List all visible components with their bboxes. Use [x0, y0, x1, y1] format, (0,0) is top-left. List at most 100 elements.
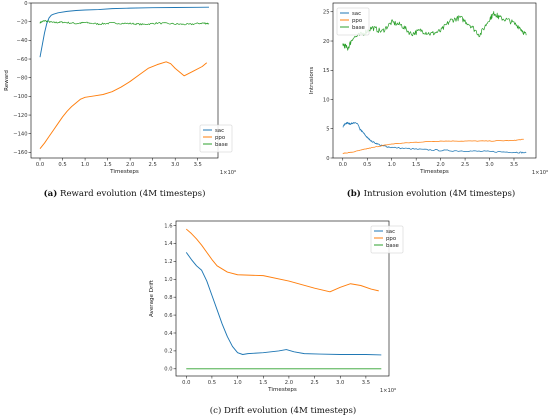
caption: (a) Reward evolution (4M timesteps) — [44, 188, 206, 199]
series-line-sac — [185, 252, 382, 356]
series-line-sac — [342, 121, 527, 154]
legend-label-base: base — [215, 142, 229, 148]
y-tick-label: 0.8 — [164, 295, 172, 301]
x-tick-label: 3.0 — [336, 380, 344, 386]
y-tick-label: 0.2 — [164, 349, 172, 355]
x-tick-label: 3.0 — [485, 162, 493, 168]
y-tick-label: 0.0 — [164, 367, 172, 373]
legend-label-ppo: ppo — [386, 236, 396, 242]
x-multiplier: 1×10⁶ — [220, 170, 236, 176]
legend-label-sac: sac — [215, 128, 224, 134]
legend-label-sac: sac — [352, 11, 361, 17]
legend-box — [199, 124, 233, 153]
y-tick-label: 0.6 — [164, 313, 172, 319]
x-tick-label: 3.5 — [194, 162, 202, 168]
y-tick-label: 10 — [323, 97, 330, 103]
y-tick-label: 1.0 — [164, 277, 172, 283]
series-line-ppo — [185, 228, 379, 293]
caption: (c) Drift evolution (4M timesteps) — [210, 405, 356, 416]
caption-label: (a) — [44, 188, 58, 199]
x-tick-label: 1.5 — [103, 162, 111, 168]
caption-label: (b) — [347, 188, 361, 199]
x-tick-label: 1.5 — [259, 380, 267, 386]
x-tick-label: 3.5 — [362, 380, 370, 386]
y-ticks: 0.0 0.2 0.4 0.6 0.8 1.0 1.2 1.4 1.6 — [164, 223, 176, 373]
drift-evolution-chart: 0.0 0.5 1.0 1.5 2.0 2.5 3.0 3.5 0.0 0.2 0.4 0.6 0.8… — [149, 220, 404, 416]
x-tick-label: 1.0 — [233, 380, 241, 386]
x-tick-label: 0.5 — [58, 162, 66, 168]
x-ticks: 0.0 0.5 1.0 1.5 2.0 2.5 3.0 3.5 — [182, 376, 370, 386]
x-tick-label: 2.0 — [126, 162, 134, 168]
y-tick-label: −20 — [17, 19, 28, 25]
y-tick-label: −60 — [17, 57, 28, 63]
x-tick-label: 2.0 — [436, 162, 444, 168]
x-axis-label: Timesteps — [267, 387, 297, 393]
y-tick-label: −80 — [17, 75, 28, 81]
x-tick-label: 2.0 — [285, 380, 293, 386]
x-tick-label: 0.0 — [36, 162, 44, 168]
x-tick-label: 0.0 — [339, 162, 347, 168]
x-tick-label: 1.5 — [412, 162, 420, 168]
y-ticks: 0 −20 −40 −60 −80 −100 −120 −140 −160 — [13, 1, 31, 156]
caption: (b) Intrusion evolution (4M timesteps) — [347, 188, 516, 199]
reward-evolution-chart: 0.0 0.5 1.0 1.5 2.0 2.5 3.0 3.5 0 −20 −40 −60 −80 −1… — [4, 1, 236, 199]
x-tick-label: 0.5 — [363, 162, 371, 168]
y-tick-label: −140 — [13, 132, 27, 138]
plot-frame — [175, 220, 390, 377]
legend-label-ppo: ppo — [352, 18, 362, 24]
legend-label-base: base — [386, 243, 400, 249]
legend-box — [336, 7, 370, 36]
legend-label-base: base — [352, 25, 366, 31]
series-lines — [39, 6, 210, 149]
x-multiplier: 1×10⁶ — [380, 388, 396, 394]
x-tick-label: 0.0 — [182, 380, 190, 386]
series-line-base — [39, 20, 210, 26]
y-ticks: 0 5 10 15 20 25 — [323, 10, 333, 162]
y-tick-label: −100 — [13, 94, 27, 100]
y-tick-label: −120 — [13, 113, 27, 119]
series-lines — [185, 228, 382, 370]
x-axis-label: Timesteps — [419, 169, 449, 175]
y-tick-label: 1.4 — [164, 241, 173, 247]
x-tick-label: 1.0 — [388, 162, 396, 168]
y-tick-label: 0 — [326, 156, 329, 162]
x-axis-label: Timesteps — [109, 169, 139, 175]
x-tick-label: 1.0 — [81, 162, 89, 168]
y-tick-label: 5 — [326, 127, 329, 133]
x-ticks: 0.0 0.5 1.0 1.5 2.0 2.5 3.0 3.5 — [36, 158, 202, 168]
y-tick-label: −160 — [13, 150, 27, 156]
x-tick-label: 2.5 — [310, 380, 318, 386]
y-tick-label: 1.6 — [164, 223, 172, 229]
y-axis-label: Average Drift — [149, 279, 155, 317]
legend-label-ppo: ppo — [215, 135, 225, 141]
y-tick-label: 0.4 — [164, 331, 173, 337]
y-tick-label: 1.2 — [164, 259, 172, 265]
series-line-sac — [39, 6, 209, 58]
y-axis-label: Reward — [4, 70, 10, 91]
plot-frame — [30, 2, 219, 159]
y-axis-label: Intrusions — [309, 67, 315, 95]
legend-label-sac: sac — [386, 229, 395, 235]
intrusion-evolution-chart: 0.0 0.5 1.0 1.5 2.0 2.5 3.0 3.5 0 5 10 15 20 25 Time… — [309, 2, 548, 199]
legend-box — [370, 225, 404, 254]
x-tick-label: 2.5 — [461, 162, 469, 168]
x-multiplier: 1×10⁶ — [532, 170, 548, 176]
y-tick-label: 20 — [323, 39, 330, 45]
y-tick-label: 15 — [323, 68, 330, 74]
series-line-ppo — [342, 138, 524, 154]
series-line-ppo — [39, 61, 208, 149]
y-tick-label: −40 — [17, 38, 28, 44]
x-tick-label: 3.0 — [171, 162, 179, 168]
x-ticks: 0.0 0.5 1.0 1.5 2.0 2.5 3.0 3.5 — [339, 158, 518, 168]
caption-text: Intrusion evolution (4M timesteps) — [364, 188, 516, 199]
x-tick-label: 3.5 — [510, 162, 518, 168]
x-tick-label: 0.5 — [208, 380, 216, 386]
y-tick-label: 0 — [24, 1, 27, 7]
y-tick-label: 25 — [323, 10, 330, 16]
x-tick-label: 2.5 — [149, 162, 157, 168]
caption-text: Reward evolution (4M timesteps) — [60, 188, 205, 199]
